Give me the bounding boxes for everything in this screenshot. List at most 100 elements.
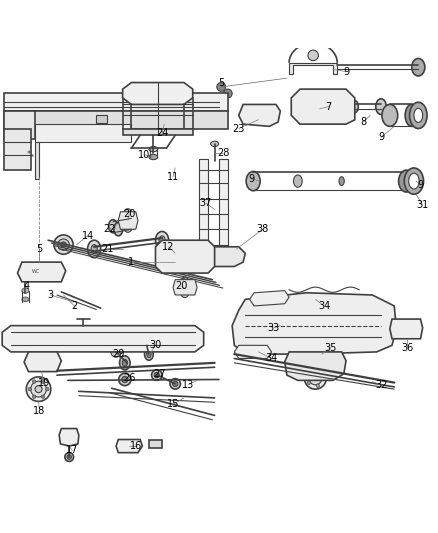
Circle shape — [339, 338, 345, 344]
Circle shape — [30, 270, 40, 280]
Text: 28: 28 — [217, 148, 230, 158]
Circle shape — [304, 307, 310, 313]
Circle shape — [316, 384, 320, 387]
Text: WC: WC — [32, 269, 40, 274]
Circle shape — [163, 261, 174, 272]
Ellipse shape — [414, 108, 423, 123]
Text: 9: 9 — [343, 67, 349, 77]
Circle shape — [273, 294, 279, 300]
Circle shape — [245, 109, 254, 118]
Text: 15: 15 — [167, 399, 179, 409]
Circle shape — [242, 349, 248, 355]
Ellipse shape — [124, 220, 132, 232]
Polygon shape — [35, 124, 131, 142]
Text: *: * — [31, 154, 35, 160]
Ellipse shape — [409, 173, 419, 189]
Text: 21: 21 — [101, 244, 113, 254]
Text: 38: 38 — [257, 224, 269, 235]
Circle shape — [35, 386, 42, 393]
Polygon shape — [118, 212, 138, 229]
Polygon shape — [239, 104, 280, 126]
Ellipse shape — [91, 245, 97, 253]
Circle shape — [64, 113, 68, 118]
Ellipse shape — [351, 101, 358, 113]
Circle shape — [221, 239, 226, 244]
Circle shape — [407, 321, 416, 330]
Circle shape — [266, 115, 273, 123]
Ellipse shape — [410, 102, 427, 128]
Text: 20: 20 — [123, 209, 135, 219]
Text: 9: 9 — [249, 174, 255, 184]
Circle shape — [232, 253, 241, 262]
Circle shape — [217, 83, 226, 91]
Text: 1: 1 — [128, 257, 134, 267]
Circle shape — [251, 307, 257, 313]
Text: 26: 26 — [123, 373, 135, 383]
Circle shape — [154, 373, 159, 378]
Ellipse shape — [246, 172, 260, 191]
Polygon shape — [149, 440, 162, 448]
Circle shape — [307, 356, 324, 374]
Circle shape — [26, 377, 51, 401]
Circle shape — [304, 367, 326, 389]
Polygon shape — [116, 440, 142, 453]
Circle shape — [85, 113, 90, 118]
Circle shape — [316, 369, 320, 373]
Ellipse shape — [155, 231, 169, 249]
Circle shape — [268, 307, 275, 313]
Circle shape — [41, 380, 45, 383]
Circle shape — [223, 89, 232, 98]
Circle shape — [46, 387, 49, 391]
Circle shape — [106, 334, 113, 340]
Polygon shape — [289, 63, 337, 74]
Text: 5: 5 — [218, 77, 224, 87]
Circle shape — [122, 376, 128, 383]
Text: 16: 16 — [130, 441, 142, 451]
Circle shape — [307, 381, 311, 385]
Circle shape — [170, 378, 180, 389]
Circle shape — [397, 329, 404, 336]
Circle shape — [54, 235, 73, 254]
Polygon shape — [4, 128, 31, 170]
Ellipse shape — [149, 155, 158, 159]
Circle shape — [152, 370, 162, 381]
Circle shape — [356, 307, 362, 313]
Circle shape — [255, 349, 261, 355]
Text: 20: 20 — [176, 281, 188, 291]
Circle shape — [65, 334, 71, 340]
Circle shape — [258, 107, 266, 115]
Polygon shape — [123, 83, 193, 104]
Ellipse shape — [339, 177, 344, 185]
Circle shape — [221, 162, 226, 167]
Text: 32: 32 — [375, 379, 387, 390]
Text: 14: 14 — [81, 231, 94, 241]
Circle shape — [209, 247, 220, 258]
Circle shape — [320, 94, 328, 102]
Polygon shape — [18, 262, 66, 282]
Circle shape — [32, 353, 42, 364]
Circle shape — [119, 374, 131, 386]
Circle shape — [396, 321, 405, 330]
Circle shape — [49, 265, 56, 272]
Text: 18: 18 — [33, 406, 46, 416]
Ellipse shape — [124, 209, 132, 221]
Polygon shape — [4, 93, 228, 111]
Circle shape — [34, 363, 41, 370]
Circle shape — [308, 50, 318, 61]
Circle shape — [321, 307, 327, 313]
Ellipse shape — [22, 288, 29, 293]
Ellipse shape — [382, 104, 398, 126]
Text: 4: 4 — [23, 281, 29, 291]
Polygon shape — [4, 111, 35, 140]
Circle shape — [321, 376, 325, 380]
Ellipse shape — [147, 351, 151, 358]
Text: 13: 13 — [182, 379, 194, 390]
Ellipse shape — [109, 220, 117, 233]
Ellipse shape — [399, 170, 414, 192]
Circle shape — [163, 241, 174, 252]
Polygon shape — [390, 319, 423, 339]
Circle shape — [67, 455, 71, 459]
Circle shape — [329, 94, 337, 102]
Circle shape — [152, 440, 159, 447]
Text: 8: 8 — [360, 117, 367, 127]
